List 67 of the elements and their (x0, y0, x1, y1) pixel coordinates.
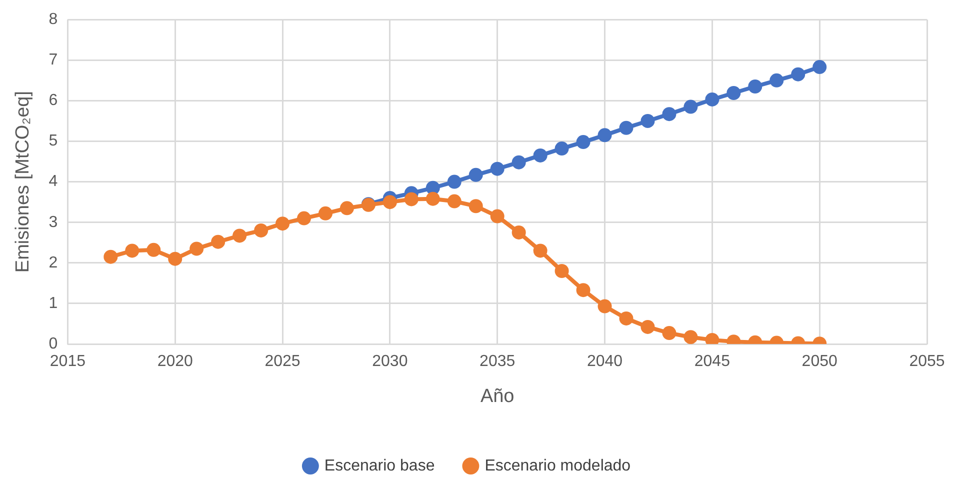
point (490, 162, 504, 176)
y-axis-title: Emisiones [MtCO₂eq] (12, 90, 34, 273)
point (640, 114, 655, 128)
x-tick-label: 2050 (802, 353, 838, 370)
point (598, 299, 612, 314)
point (684, 330, 698, 344)
y-tick-label: 7 (48, 52, 58, 69)
point (297, 211, 312, 226)
point (533, 244, 548, 258)
point (512, 225, 526, 240)
x-tick-label: 2035 (480, 353, 516, 370)
point (232, 228, 247, 243)
y-tick-label: 6 (48, 92, 58, 110)
point (447, 174, 462, 189)
x-tick-label: 2025 (264, 353, 300, 370)
point (662, 107, 676, 122)
y-tick-label: 2 (48, 254, 58, 272)
y-tick-label: 8 (48, 11, 58, 28)
x-tick-label: 2015 (50, 353, 86, 370)
x-tick-label: 2030 (372, 353, 408, 370)
point (146, 242, 161, 257)
point (276, 216, 290, 231)
point (791, 67, 806, 82)
y-tick-label: 4 (48, 173, 58, 190)
point (254, 223, 268, 238)
point (598, 128, 612, 142)
point (211, 234, 226, 249)
point (576, 135, 590, 150)
point (447, 194, 462, 208)
legend-label: Escenario modelado (484, 457, 631, 474)
y-tick-label: 3 (48, 214, 58, 231)
point (662, 326, 676, 340)
point (404, 192, 418, 206)
point (554, 142, 569, 156)
point (190, 242, 204, 256)
point (619, 120, 634, 135)
point (512, 155, 526, 170)
point (125, 244, 140, 258)
point (490, 209, 504, 224)
point (748, 80, 762, 94)
point (318, 206, 332, 220)
point (684, 100, 698, 114)
point (640, 320, 655, 334)
legend-label: Escenario base (324, 457, 435, 474)
point (576, 283, 590, 298)
point (533, 148, 548, 162)
point (468, 199, 483, 214)
point (726, 86, 741, 100)
x-tick-label: 2055 (909, 353, 945, 370)
point (468, 168, 483, 182)
point (168, 252, 182, 266)
point (340, 201, 354, 216)
y-tick-label: 1 (48, 294, 58, 312)
x-tick-label: 2040 (586, 353, 623, 370)
point (104, 250, 118, 264)
point (554, 264, 569, 278)
y-tick-label: 0 (48, 335, 58, 352)
point (770, 73, 784, 88)
point (619, 311, 634, 326)
x-axis-title: Año (480, 386, 514, 407)
point (426, 192, 440, 206)
point (382, 195, 397, 210)
y-tick-label: 5 (48, 132, 58, 150)
x-tick-label: 2020 (157, 353, 194, 370)
point (705, 92, 720, 106)
point (812, 60, 827, 74)
x-tick-label: 2045 (694, 353, 730, 370)
